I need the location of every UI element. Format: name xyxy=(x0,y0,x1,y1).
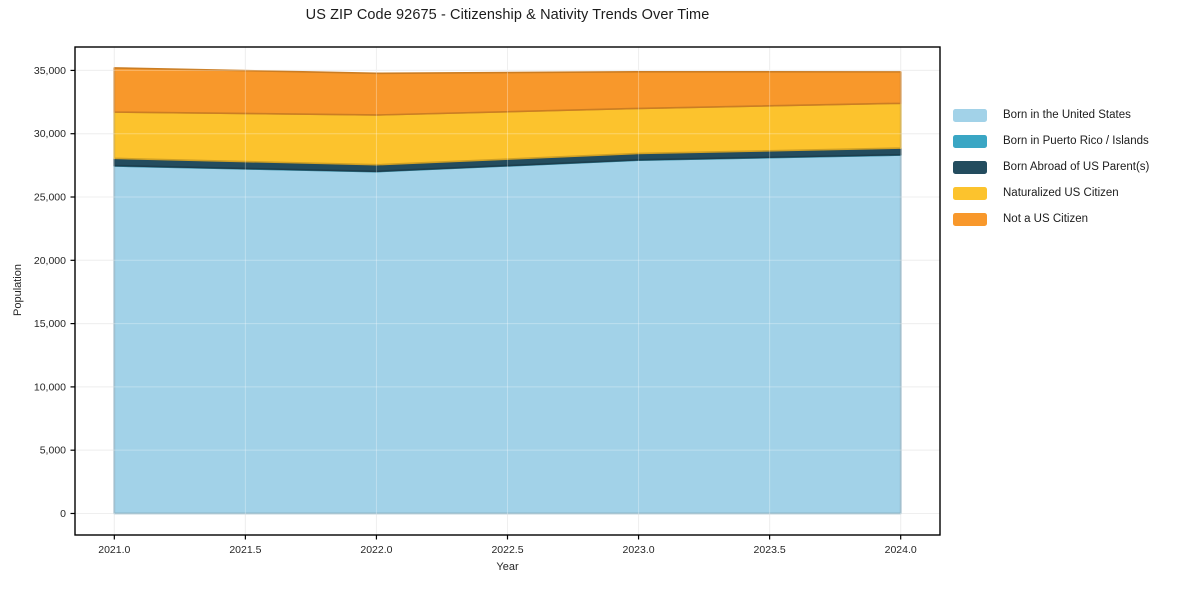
legend-swatch-icon xyxy=(953,134,987,148)
legend-label: Born in the United States xyxy=(1003,109,1131,121)
y-tick-label: 0 xyxy=(60,508,66,520)
x-tick-label: 2024.0 xyxy=(885,544,917,556)
y-tick-label: 10,000 xyxy=(34,381,66,393)
x-tick-label: 2022.0 xyxy=(360,544,392,556)
tick-layer: 2021.0 2021.5 2022.0 2022.5 2023.0 2023.5 2024… xyxy=(34,65,917,556)
x-tick-label: 2023.0 xyxy=(622,544,654,556)
x-tick-label: 2021.5 xyxy=(229,544,261,556)
legend-swatch-icon xyxy=(953,212,987,226)
chart-title: US ZIP Code 92675 - Citizenship & Nativi… xyxy=(305,7,710,23)
legend-item-naturalized-us-citizen: Naturalized US Citizen xyxy=(953,180,1149,206)
legend-swatch-icon xyxy=(953,160,987,174)
area-layer xyxy=(113,67,902,515)
y-tick-label: 30,000 xyxy=(34,128,66,140)
x-tick-label: 2023.5 xyxy=(754,544,786,556)
legend-label: Naturalized US Citizen xyxy=(1003,187,1119,199)
legend-item-not-a-us-citizen: Not a US Citizen xyxy=(953,206,1149,232)
legend: Born in the United States Born in Puerto … xyxy=(953,102,1149,232)
x-tick-label: 2021.0 xyxy=(98,544,130,556)
grid-layer-over xyxy=(75,47,940,535)
area-not-a-us-citizen xyxy=(113,67,902,116)
y-tick-label: 25,000 xyxy=(34,192,66,204)
legend-label: Born Abroad of US Parent(s) xyxy=(1003,161,1150,173)
x-axis-label: Year xyxy=(496,561,519,573)
legend-swatch-icon xyxy=(953,186,987,200)
legend-label: Born in Puerto Rico / Islands xyxy=(1003,135,1149,147)
legend-item-born-abroad-of-us-parent-s: Born Abroad of US Parent(s) xyxy=(953,154,1149,180)
y-tick-label: 15,000 xyxy=(34,318,66,330)
y-tick-label: 35,000 xyxy=(34,65,66,77)
legend-swatch-icon xyxy=(953,108,987,122)
y-tick-label: 20,000 xyxy=(34,255,66,267)
legend-item-born-in-puerto-rico-islands: Born in Puerto Rico / Islands xyxy=(953,128,1149,154)
y-axis-label: Population xyxy=(12,264,24,316)
x-tick-label: 2022.5 xyxy=(491,544,523,556)
legend-label: Not a US Citizen xyxy=(1003,213,1089,225)
y-tick-label: 5,000 xyxy=(40,445,66,457)
legend-item-born-in-the-united-states: Born in the United States xyxy=(953,102,1149,128)
